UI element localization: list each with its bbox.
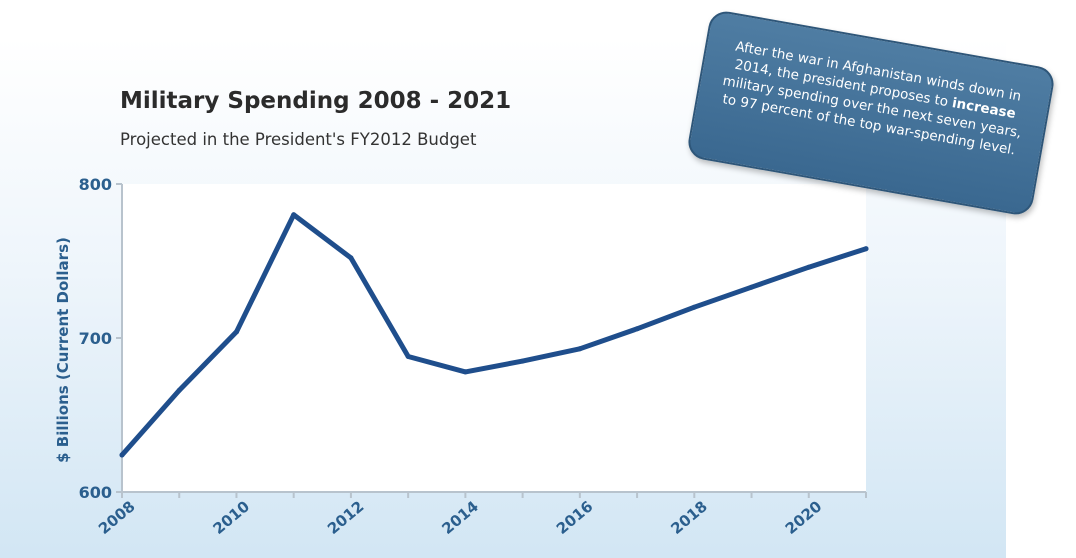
data-point bbox=[405, 354, 411, 359]
y-axis-label: $ Billions (Current Dollars) bbox=[54, 237, 72, 463]
x-tick-label: 2014 bbox=[438, 497, 482, 538]
data-point bbox=[634, 326, 640, 332]
data-point bbox=[577, 346, 583, 352]
x-tick-labels: 2008 2010 2012 2014 2016 2018 2020 bbox=[95, 497, 825, 538]
data-point bbox=[520, 358, 526, 364]
data-series bbox=[119, 212, 869, 458]
x-tick-label: 2010 bbox=[209, 497, 253, 538]
data-point bbox=[863, 246, 869, 252]
data-point bbox=[462, 369, 468, 375]
data-point bbox=[691, 304, 697, 310]
x-tick-label: 2018 bbox=[667, 497, 711, 538]
y-tick-label: 700 bbox=[79, 329, 112, 348]
x-tick-label: 2020 bbox=[782, 497, 826, 538]
data-point bbox=[291, 212, 297, 218]
series-line bbox=[119, 212, 869, 458]
data-point bbox=[119, 452, 125, 458]
x-tick-label: 2016 bbox=[553, 497, 597, 538]
chart-title: Military Spending 2008 - 2021 bbox=[120, 88, 512, 114]
y-tick-label: 800 bbox=[79, 175, 112, 194]
data-point bbox=[348, 255, 354, 261]
x-tick-label: 2012 bbox=[324, 497, 368, 538]
data-point bbox=[806, 264, 812, 270]
data-point bbox=[234, 329, 239, 335]
data-point bbox=[176, 387, 182, 393]
plot-area bbox=[122, 184, 866, 492]
x-tick-label: 2008 bbox=[95, 497, 139, 538]
chart-axes bbox=[116, 183, 867, 498]
y-tick-labels: 600 700 800 bbox=[79, 175, 112, 502]
chart-subtitle: Projected in the President's FY2012 Budg… bbox=[120, 130, 477, 149]
data-point bbox=[749, 284, 754, 290]
y-tick-label: 600 bbox=[79, 483, 112, 502]
